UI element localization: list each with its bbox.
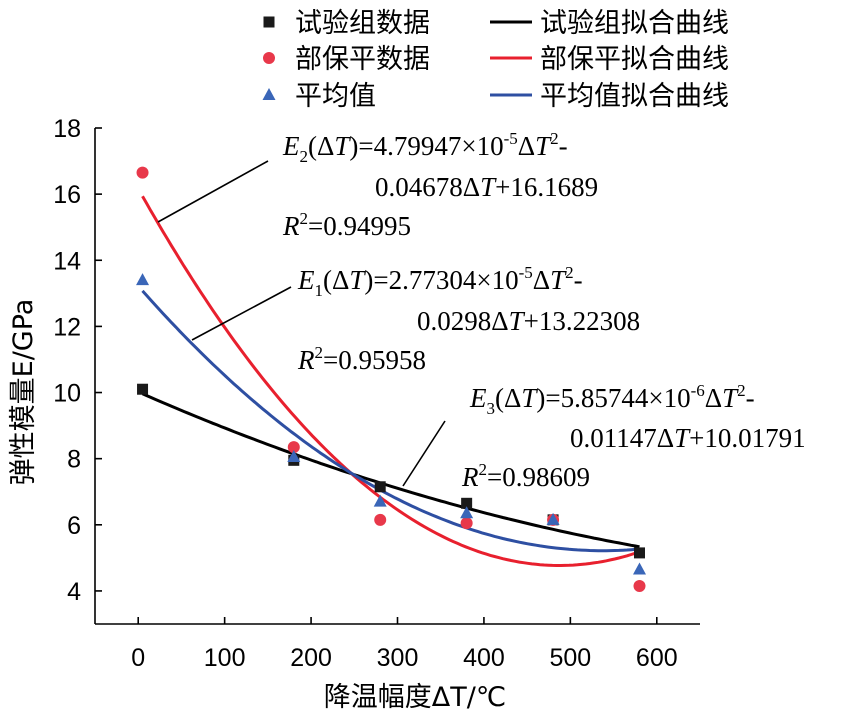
y-tick-label: 14 <box>53 247 81 275</box>
data-point-试验组数据 <box>461 497 473 509</box>
data-point-平均值 <box>633 562 646 575</box>
data-point-平均值 <box>546 512 560 525</box>
r-squared-label: R2=0.94995 <box>282 209 411 241</box>
legend-label: 试验组数据 <box>295 8 430 39</box>
x-tick-label: 300 <box>377 644 419 672</box>
legend-label: 部保平拟合曲线 <box>540 44 729 75</box>
r-squared-label: R2=0.98609 <box>461 460 590 492</box>
data-point-部保平数据 <box>374 513 387 526</box>
x-axis-title: 降温幅度ΔT/℃ <box>324 682 506 713</box>
data-point-平均值 <box>373 494 387 507</box>
equation-line-2: 0.0298ΔT+13.22308 <box>417 306 640 336</box>
data-point-试验组数据 <box>634 547 645 559</box>
equation-line-1: E2(ΔT)=4.79947×10-5ΔT2- <box>282 129 568 166</box>
annotations: E2(ΔT)=4.79947×10-5ΔT2- 0.04678ΔT+16.1689… <box>282 129 806 492</box>
equation-line-1: E1(ΔT)=2.77304×10-5ΔT2- <box>297 263 583 300</box>
tick-labels: 0 100 200 300 400 500 600 4 6 8 10 12 14 16 18 <box>53 115 677 672</box>
legend-marker-部保平数据 <box>263 52 275 64</box>
y-tick-label: 4 <box>67 578 81 606</box>
fit-curve-试验组拟合曲线 <box>141 392 640 549</box>
annotation-leader-line <box>191 286 292 341</box>
y-tick-label: 16 <box>53 181 81 209</box>
legend-label: 试验组拟合曲线 <box>540 8 729 39</box>
data-point-平均值 <box>287 450 301 463</box>
y-tick-label: 18 <box>53 115 81 143</box>
annotation-leader-line <box>157 160 269 223</box>
r-squared-label: R2=0.95958 <box>297 343 426 375</box>
fit-curve-平均值拟合曲线 <box>141 289 640 553</box>
data-point-试验组数据 <box>374 481 386 493</box>
equation-line-2: 0.04678ΔT+16.1689 <box>375 172 598 202</box>
y-tick-label: 8 <box>67 446 81 474</box>
data-point-平均值 <box>136 273 150 286</box>
legend-marker-试验组数据 <box>263 16 275 28</box>
axes <box>94 127 700 625</box>
equation-line-1: E3(ΔT)=5.85744×10-6ΔT2- <box>469 381 755 418</box>
fit-curve-部保平拟合曲线 <box>141 195 640 567</box>
x-tick-label: 0 <box>131 644 145 672</box>
legend-marker-平均值 <box>262 88 276 100</box>
legend-label: 平均值拟合曲线 <box>540 81 729 112</box>
annotation-leader-line <box>402 420 446 487</box>
annotation-leaders <box>157 160 446 487</box>
y-tick-label: 10 <box>53 380 81 408</box>
data-point-试验组数据 <box>137 383 149 395</box>
fit-curves <box>141 195 640 567</box>
data-point-部保平数据 <box>136 166 149 179</box>
y-tick-label: 12 <box>53 313 81 341</box>
data-point-部保平数据 <box>287 441 300 454</box>
legend-label: 平均值 <box>295 81 376 112</box>
y-tick-label: 6 <box>67 512 81 540</box>
x-tick-label: 200 <box>290 644 332 672</box>
x-tick-label: 500 <box>549 644 591 672</box>
data-points <box>136 166 646 592</box>
x-tick-label: 600 <box>636 644 678 672</box>
data-point-部保平数据 <box>633 579 646 592</box>
data-point-平均值 <box>460 506 474 519</box>
x-tick-label: 400 <box>463 644 505 672</box>
legend-label: 部保平数据 <box>295 44 430 75</box>
x-tick-label: 100 <box>204 644 246 672</box>
data-point-部保平数据 <box>460 517 473 530</box>
equation-line-2: 0.01147ΔT+10.01791 <box>570 423 806 453</box>
y-axis-title: 弹性模量E/GPa <box>8 299 39 486</box>
